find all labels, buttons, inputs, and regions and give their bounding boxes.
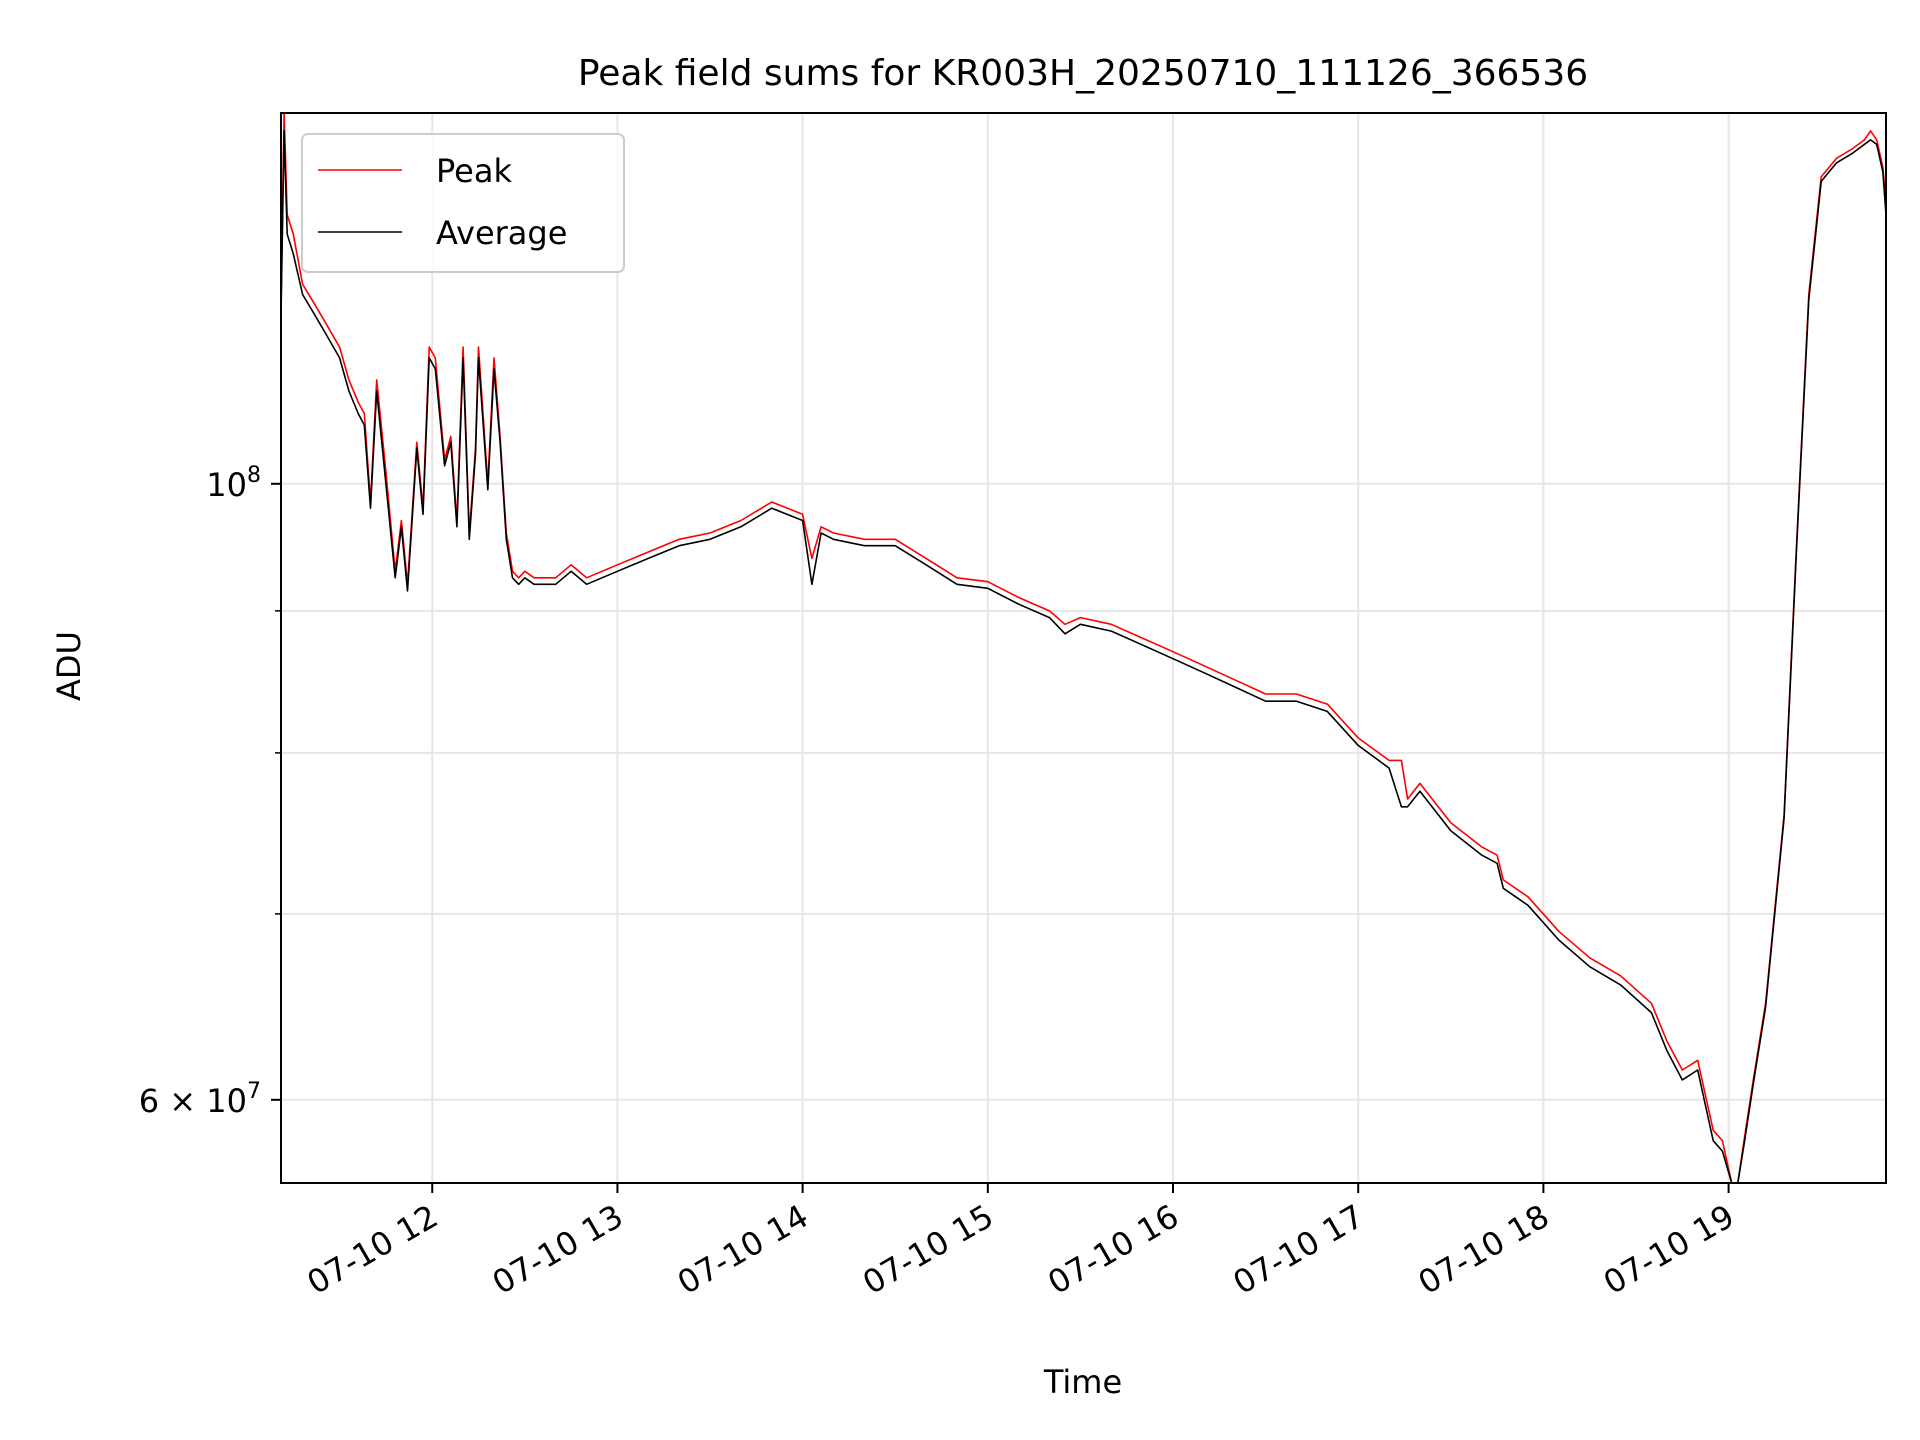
plot-series	[281, 113, 1886, 1183]
y-tick-label: 108	[206, 463, 261, 504]
legend-label-average: Average	[436, 214, 567, 252]
legend: Peak Average	[301, 133, 625, 273]
legend-label-peak: Peak	[436, 152, 512, 190]
x-axis-label: Time	[1043, 1363, 1122, 1401]
y-axis-label: ADU	[50, 631, 88, 701]
y-tick-label: 6 × 107	[139, 1079, 261, 1120]
chart-title: Peak field sums for KR003H_20250710_1111…	[578, 53, 1588, 94]
grid	[281, 113, 1886, 1183]
axes-frame	[280, 112, 1887, 1184]
legend-box	[301, 133, 625, 273]
tick-marks	[271, 482, 1730, 1193]
average-line	[281, 130, 1886, 1183]
